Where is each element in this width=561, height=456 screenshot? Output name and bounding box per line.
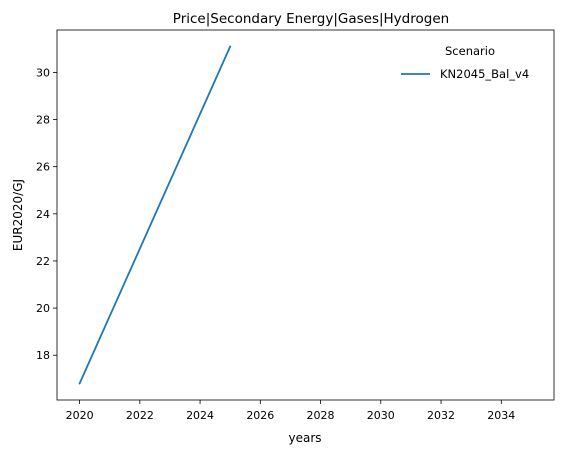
legend-label-kn2045-bal-v4: KN2045_Bal_v4 (440, 67, 529, 81)
y-axis-ticks: 18 20 22 24 26 28 30 (36, 66, 57, 362)
series-line-0 (78, 45, 232, 385)
x-tick-label-2026: 2026 (246, 409, 274, 422)
x-tick-label-2020: 2020 (66, 409, 94, 422)
x-tick-label-2028: 2028 (307, 409, 335, 422)
x-tick-label-2024: 2024 (186, 409, 214, 422)
x-tick-label-2034: 2034 (487, 409, 515, 422)
x-tick-label-2030: 2030 (367, 409, 395, 422)
x-tick-label-2032: 2032 (427, 409, 455, 422)
plot-area (57, 30, 561, 400)
legend: Scenario KN2045_Bal_v4 (401, 44, 529, 81)
chart-title: Price|Secondary Energy|Gases|Hydrogen (173, 11, 449, 27)
x-axis-ticks: 2020 2022 2024 2026 2028 2030 2032 2034 (66, 400, 515, 422)
legend-title: Scenario (445, 44, 495, 58)
series-layer (78, 45, 232, 385)
y-tick-label-30: 30 (36, 66, 50, 79)
y-tick-label-28: 28 (36, 114, 50, 127)
y-tick-label-26: 26 (36, 161, 50, 174)
x-axis-label: years (288, 431, 321, 445)
y-tick-label-24: 24 (36, 208, 50, 221)
y-tick-label-20: 20 (36, 302, 50, 315)
plot-frame (56, 29, 555, 401)
y-tick-label-22: 22 (36, 255, 50, 268)
y-axis-label: EUR2020/GJ (11, 179, 25, 251)
x-tick-label-2022: 2022 (126, 409, 154, 422)
y-tick-label-18: 18 (36, 349, 50, 362)
